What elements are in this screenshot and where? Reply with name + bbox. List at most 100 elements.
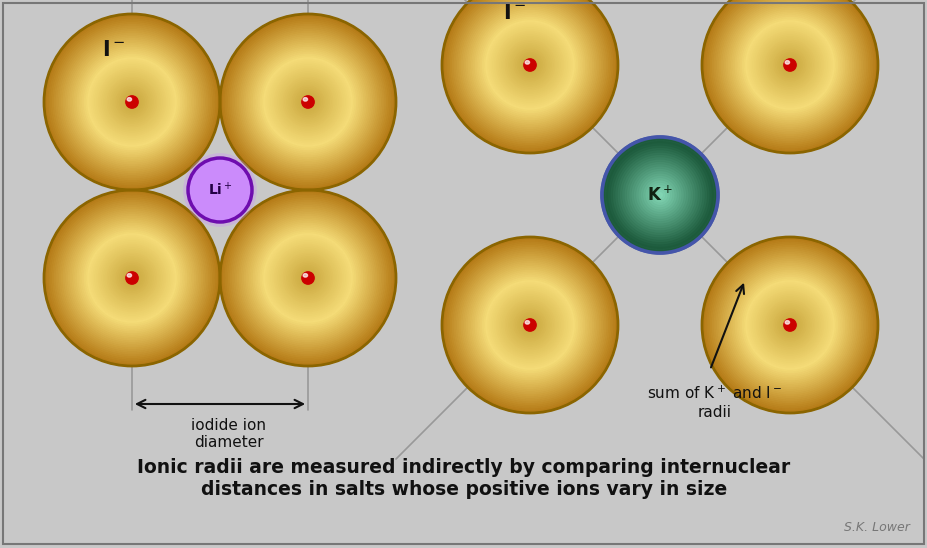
- Circle shape: [767, 42, 812, 88]
- Circle shape: [112, 83, 151, 121]
- Circle shape: [784, 319, 794, 330]
- Circle shape: [88, 234, 176, 322]
- Circle shape: [57, 26, 208, 178]
- Circle shape: [527, 63, 531, 67]
- Circle shape: [786, 61, 793, 68]
- Ellipse shape: [784, 321, 789, 324]
- Circle shape: [230, 25, 385, 179]
- Circle shape: [498, 33, 561, 96]
- Circle shape: [76, 222, 188, 334]
- Circle shape: [754, 290, 824, 360]
- Circle shape: [515, 311, 543, 339]
- Circle shape: [622, 158, 696, 232]
- Circle shape: [503, 38, 556, 92]
- Circle shape: [756, 32, 822, 99]
- Circle shape: [608, 144, 710, 246]
- Circle shape: [708, 244, 870, 406]
- Circle shape: [451, 246, 608, 404]
- Circle shape: [653, 188, 667, 202]
- Circle shape: [67, 213, 197, 343]
- Circle shape: [657, 193, 662, 197]
- Circle shape: [44, 14, 220, 190]
- Circle shape: [227, 21, 388, 183]
- Circle shape: [300, 95, 314, 109]
- Circle shape: [65, 35, 198, 169]
- Circle shape: [257, 51, 359, 153]
- Circle shape: [441, 0, 617, 153]
- Circle shape: [274, 244, 341, 311]
- Circle shape: [731, 7, 847, 123]
- Circle shape: [298, 92, 318, 112]
- Circle shape: [74, 44, 190, 160]
- Circle shape: [468, 264, 591, 386]
- Circle shape: [241, 35, 375, 169]
- Circle shape: [47, 193, 216, 362]
- Circle shape: [276, 70, 339, 134]
- Circle shape: [771, 307, 806, 342]
- Circle shape: [92, 61, 172, 142]
- Circle shape: [515, 51, 543, 79]
- Circle shape: [65, 211, 198, 345]
- Circle shape: [743, 279, 835, 371]
- Circle shape: [517, 313, 541, 338]
- Circle shape: [102, 72, 161, 132]
- Circle shape: [443, 239, 616, 411]
- Circle shape: [452, 248, 607, 402]
- Circle shape: [79, 49, 184, 155]
- Circle shape: [787, 63, 791, 67]
- Ellipse shape: [783, 319, 795, 331]
- Text: iodide ion
diameter: iodide ion diameter: [191, 418, 266, 450]
- Circle shape: [521, 316, 539, 334]
- Ellipse shape: [525, 321, 529, 324]
- Circle shape: [738, 14, 840, 116]
- Circle shape: [463, 0, 596, 132]
- Circle shape: [519, 54, 540, 76]
- Circle shape: [271, 241, 345, 315]
- Circle shape: [733, 269, 845, 381]
- Text: Ionic radii are measured indirectly by comparing internuclear
distances in salts: Ionic radii are measured indirectly by c…: [137, 458, 790, 499]
- Circle shape: [70, 216, 194, 340]
- Circle shape: [294, 88, 322, 116]
- Circle shape: [445, 241, 614, 409]
- Circle shape: [114, 260, 149, 295]
- Circle shape: [502, 37, 557, 93]
- Circle shape: [83, 53, 181, 151]
- Circle shape: [90, 236, 174, 320]
- Circle shape: [298, 93, 316, 111]
- Circle shape: [232, 202, 383, 353]
- Circle shape: [759, 295, 819, 355]
- Circle shape: [292, 86, 324, 118]
- Circle shape: [718, 0, 859, 135]
- Circle shape: [286, 257, 329, 299]
- Circle shape: [296, 90, 320, 115]
- Circle shape: [730, 265, 849, 385]
- Circle shape: [49, 19, 214, 185]
- Circle shape: [281, 76, 334, 128]
- Circle shape: [45, 192, 218, 364]
- Circle shape: [296, 266, 320, 290]
- Circle shape: [736, 272, 842, 378]
- Circle shape: [468, 3, 591, 127]
- Circle shape: [769, 45, 808, 84]
- Circle shape: [260, 54, 355, 150]
- Circle shape: [88, 58, 176, 146]
- Circle shape: [251, 222, 364, 334]
- Circle shape: [255, 49, 361, 155]
- Circle shape: [253, 224, 362, 333]
- Circle shape: [128, 275, 135, 282]
- Circle shape: [506, 302, 552, 348]
- Circle shape: [767, 302, 812, 348]
- Circle shape: [747, 23, 832, 107]
- Circle shape: [765, 300, 814, 350]
- Circle shape: [482, 18, 577, 112]
- Circle shape: [717, 0, 861, 137]
- Circle shape: [86, 232, 178, 324]
- Circle shape: [445, 0, 614, 150]
- Circle shape: [125, 95, 139, 109]
- Circle shape: [84, 54, 179, 150]
- Ellipse shape: [127, 98, 132, 101]
- Circle shape: [752, 28, 826, 102]
- Circle shape: [500, 35, 559, 95]
- Circle shape: [47, 18, 216, 186]
- Circle shape: [726, 261, 853, 389]
